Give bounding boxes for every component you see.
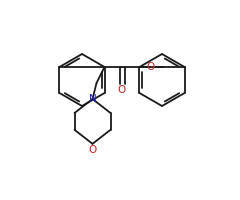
Text: N: N: [89, 94, 96, 104]
Text: O: O: [88, 145, 97, 155]
Text: O: O: [146, 62, 155, 72]
Text: O: O: [118, 85, 126, 95]
